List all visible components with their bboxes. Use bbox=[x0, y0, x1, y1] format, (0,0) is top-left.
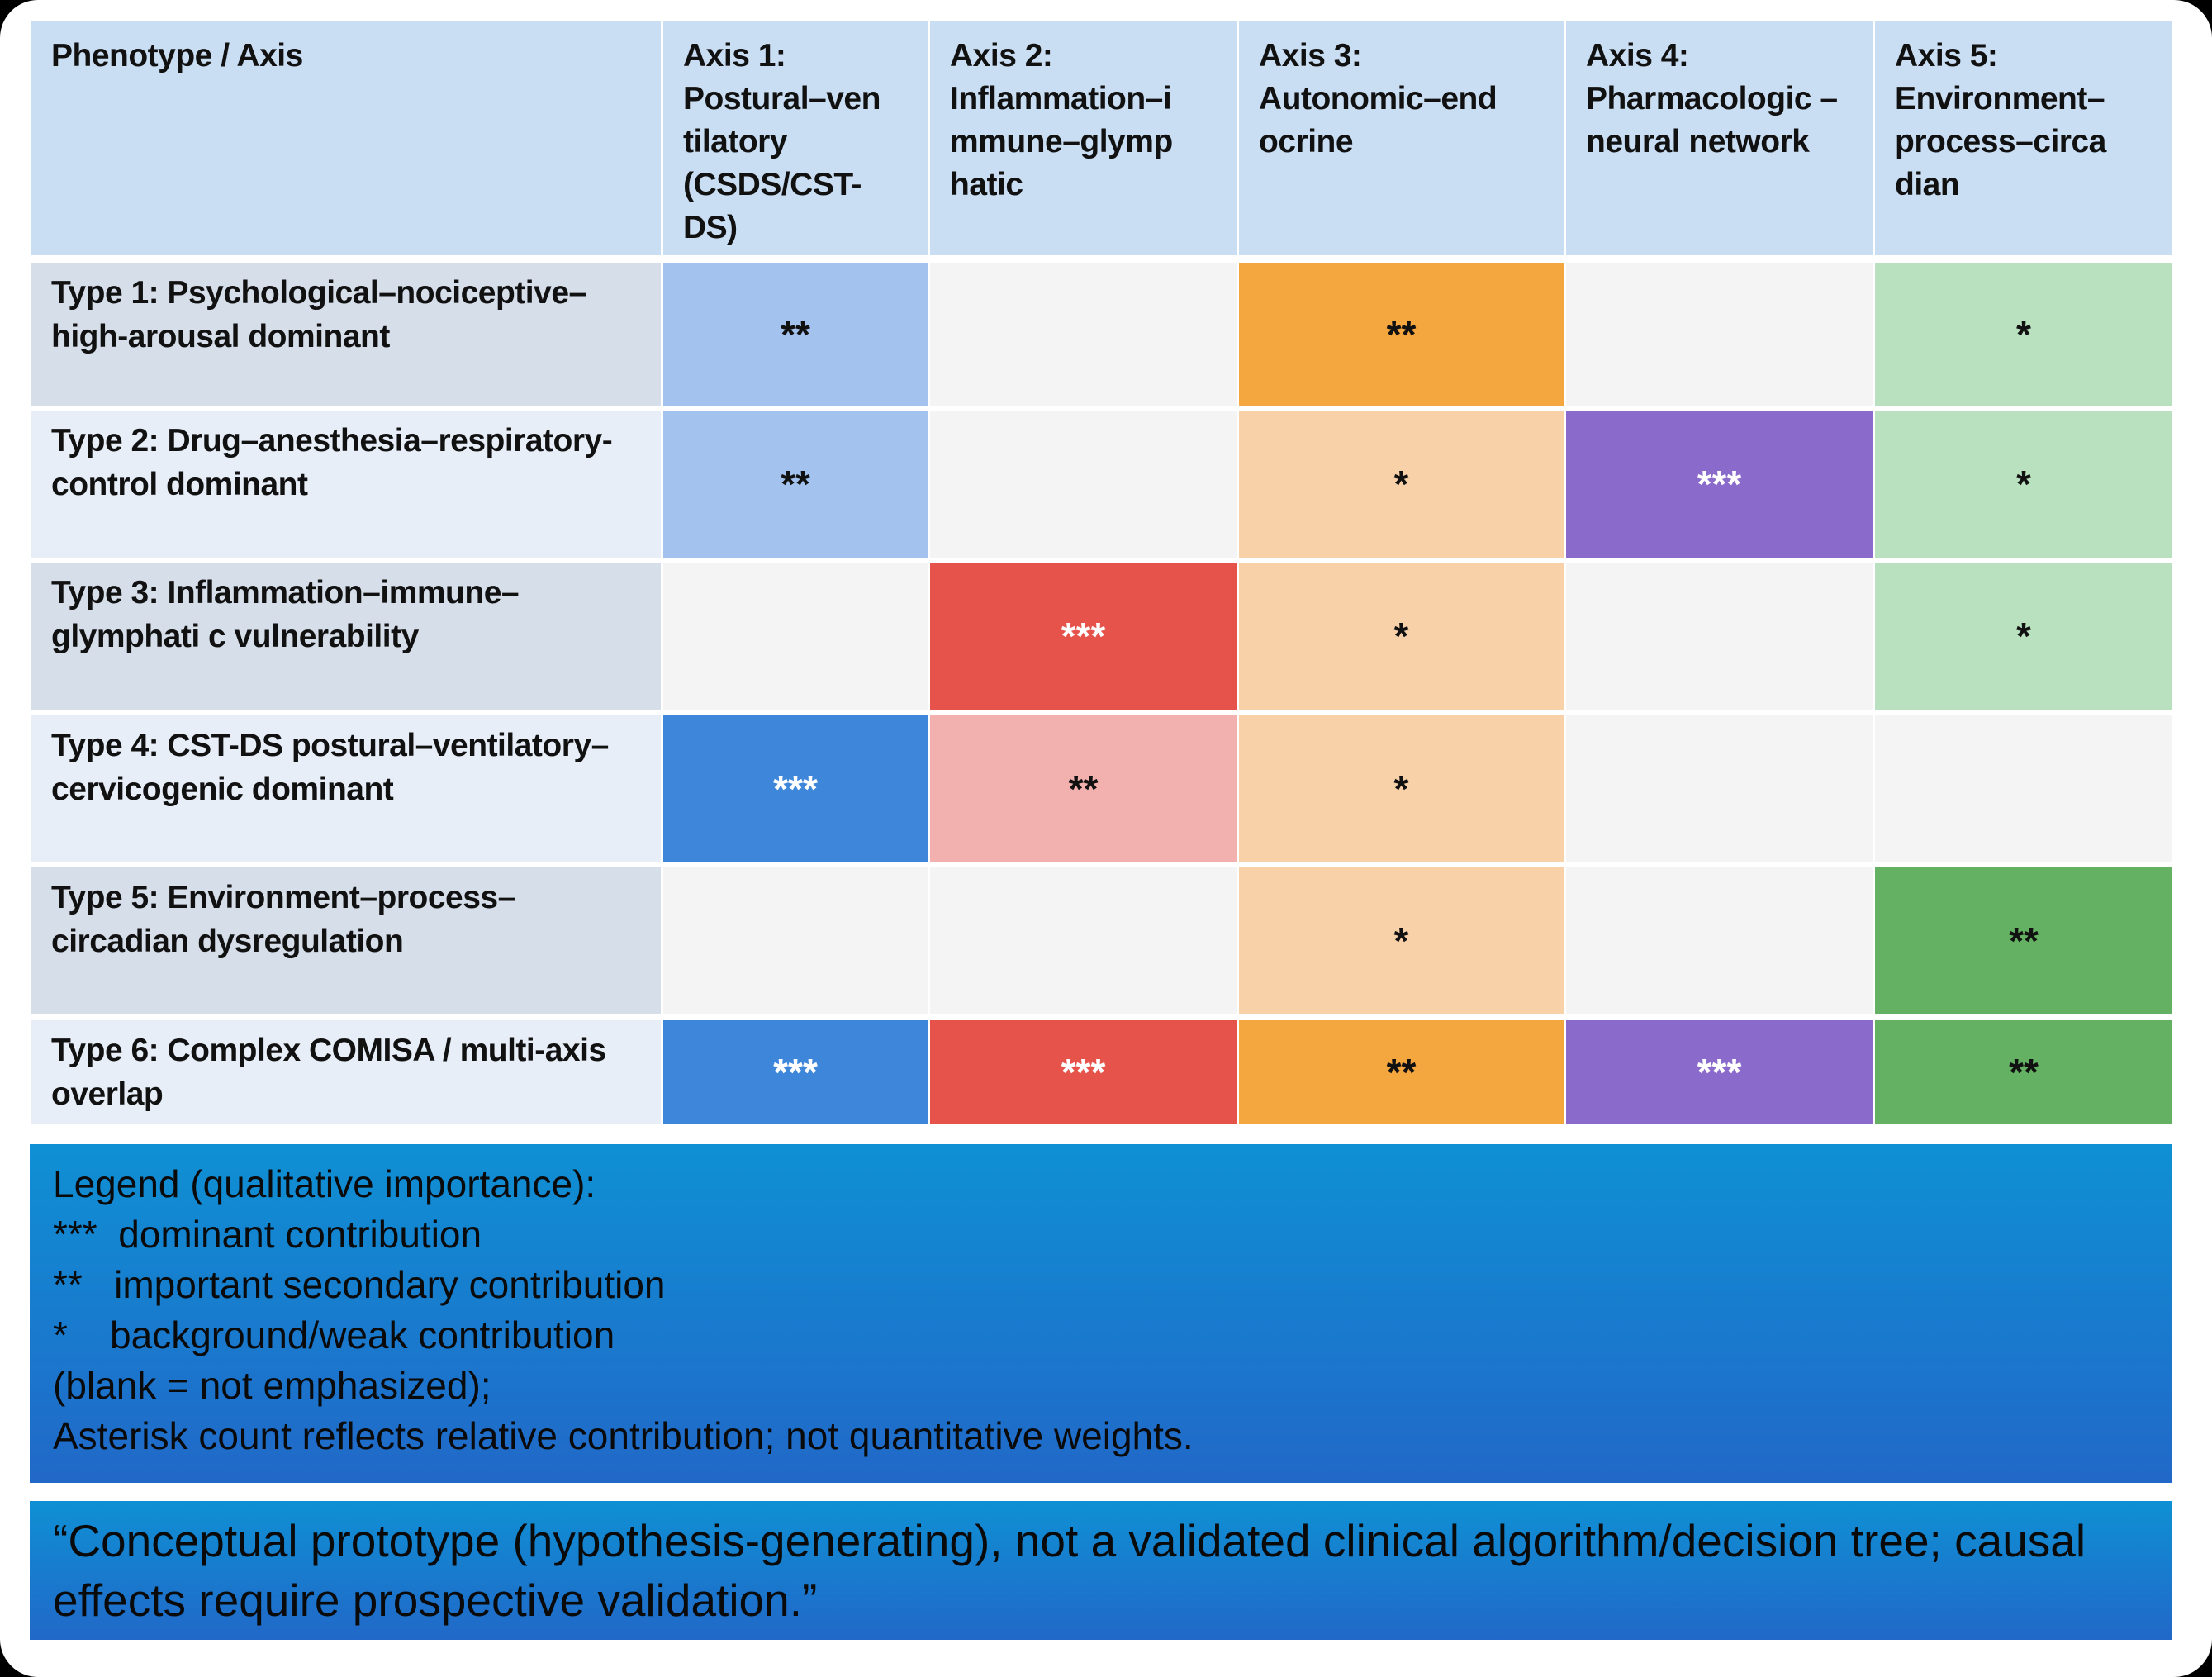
cell-type-4-axis-5 bbox=[1875, 715, 2172, 862]
cell-type-3-axis-1 bbox=[663, 563, 928, 710]
row-label-type-4: Type 4: CST-DS postural–ventilatory–cerv… bbox=[31, 715, 661, 862]
cell-type-1-axis-5: * bbox=[1875, 263, 2172, 406]
cell-type-6-axis-5: ** bbox=[1875, 1020, 2172, 1124]
cell-type-5-axis-5: ** bbox=[1875, 867, 2172, 1014]
cell-type-5-axis-4 bbox=[1566, 867, 1873, 1014]
cell-type-4-axis-1: *** bbox=[663, 715, 928, 862]
header-axis-3: Axis 3: Autonomic–end ocrine bbox=[1239, 21, 1564, 255]
cell-type-1-axis-4 bbox=[1566, 263, 1873, 406]
header-axis-1: Axis 1: Postural–ven tilatory (CSDS/CST-… bbox=[663, 21, 928, 255]
row-label-type-6: Type 6: Complex COMISA / multi-axis over… bbox=[31, 1020, 661, 1124]
row-label-type-5: Type 5: Environment–process–circadian dy… bbox=[31, 867, 661, 1014]
disclaimer-text: “Conceptual prototype (hypothesis-genera… bbox=[53, 1515, 2086, 1626]
cell-type-2-axis-2 bbox=[930, 411, 1237, 558]
legend-blank-note: (blank = not emphasized); bbox=[53, 1364, 491, 1407]
cell-type-2-axis-1: ** bbox=[663, 411, 928, 558]
legend-item-weak: * background/weak contribution bbox=[53, 1314, 615, 1356]
cell-type-3-axis-2: *** bbox=[930, 563, 1237, 710]
cell-type-3-axis-4 bbox=[1566, 563, 1873, 710]
header-axis-4: Axis 4: Pharmacologic –neural network bbox=[1566, 21, 1873, 255]
cell-type-3-axis-3: * bbox=[1239, 563, 1564, 710]
legend-box: Legend (qualitative importance): *** dom… bbox=[30, 1144, 2172, 1483]
cell-type-2-axis-4: *** bbox=[1566, 411, 1873, 558]
cell-type-5-axis-1 bbox=[663, 867, 928, 1014]
cell-type-6-axis-1: *** bbox=[663, 1020, 928, 1124]
row-label-type-3: Type 3: Inflammation–immune–glymphati c … bbox=[31, 563, 661, 710]
cell-type-3-axis-5: * bbox=[1875, 563, 2172, 710]
cell-type-6-axis-3: ** bbox=[1239, 1020, 1564, 1124]
cell-type-5-axis-2 bbox=[930, 867, 1237, 1014]
cell-type-6-axis-4: *** bbox=[1566, 1020, 1873, 1124]
row-label-type-1: Type 1: Psychological–nociceptive–high-a… bbox=[31, 263, 661, 406]
cell-type-4-axis-2: ** bbox=[930, 715, 1237, 862]
cell-type-2-axis-3: * bbox=[1239, 411, 1564, 558]
cell-type-5-axis-3: * bbox=[1239, 867, 1564, 1014]
cell-type-1-axis-3: ** bbox=[1239, 263, 1564, 406]
header-axis-5: Axis 5: Environment–process–circa dian bbox=[1875, 21, 2172, 255]
legend-item-secondary: ** important secondary contribution bbox=[53, 1263, 666, 1306]
disclaimer-box: “Conceptual prototype (hypothesis-genera… bbox=[30, 1501, 2172, 1640]
header-phenotype-axis: Phenotype / Axis bbox=[31, 21, 661, 255]
cell-type-1-axis-2 bbox=[930, 263, 1237, 406]
cell-type-4-axis-3: * bbox=[1239, 715, 1564, 862]
cell-type-6-axis-2: *** bbox=[930, 1020, 1237, 1124]
legend-title: Legend (qualitative importance): bbox=[53, 1162, 596, 1205]
legend-item-dominant: *** dominant contribution bbox=[53, 1213, 482, 1256]
header-axis-2: Axis 2: Inflammation–i mmune–glymp hatic bbox=[930, 21, 1237, 255]
cell-type-4-axis-4 bbox=[1566, 715, 1873, 862]
cell-type-2-axis-5: * bbox=[1875, 411, 2172, 558]
legend-footnote: Asterisk count reflects relative contrib… bbox=[53, 1414, 1194, 1457]
cell-type-1-axis-1: ** bbox=[663, 263, 928, 406]
row-label-type-2: Type 2: Drug–anesthesia–respiratory-cont… bbox=[31, 411, 661, 558]
